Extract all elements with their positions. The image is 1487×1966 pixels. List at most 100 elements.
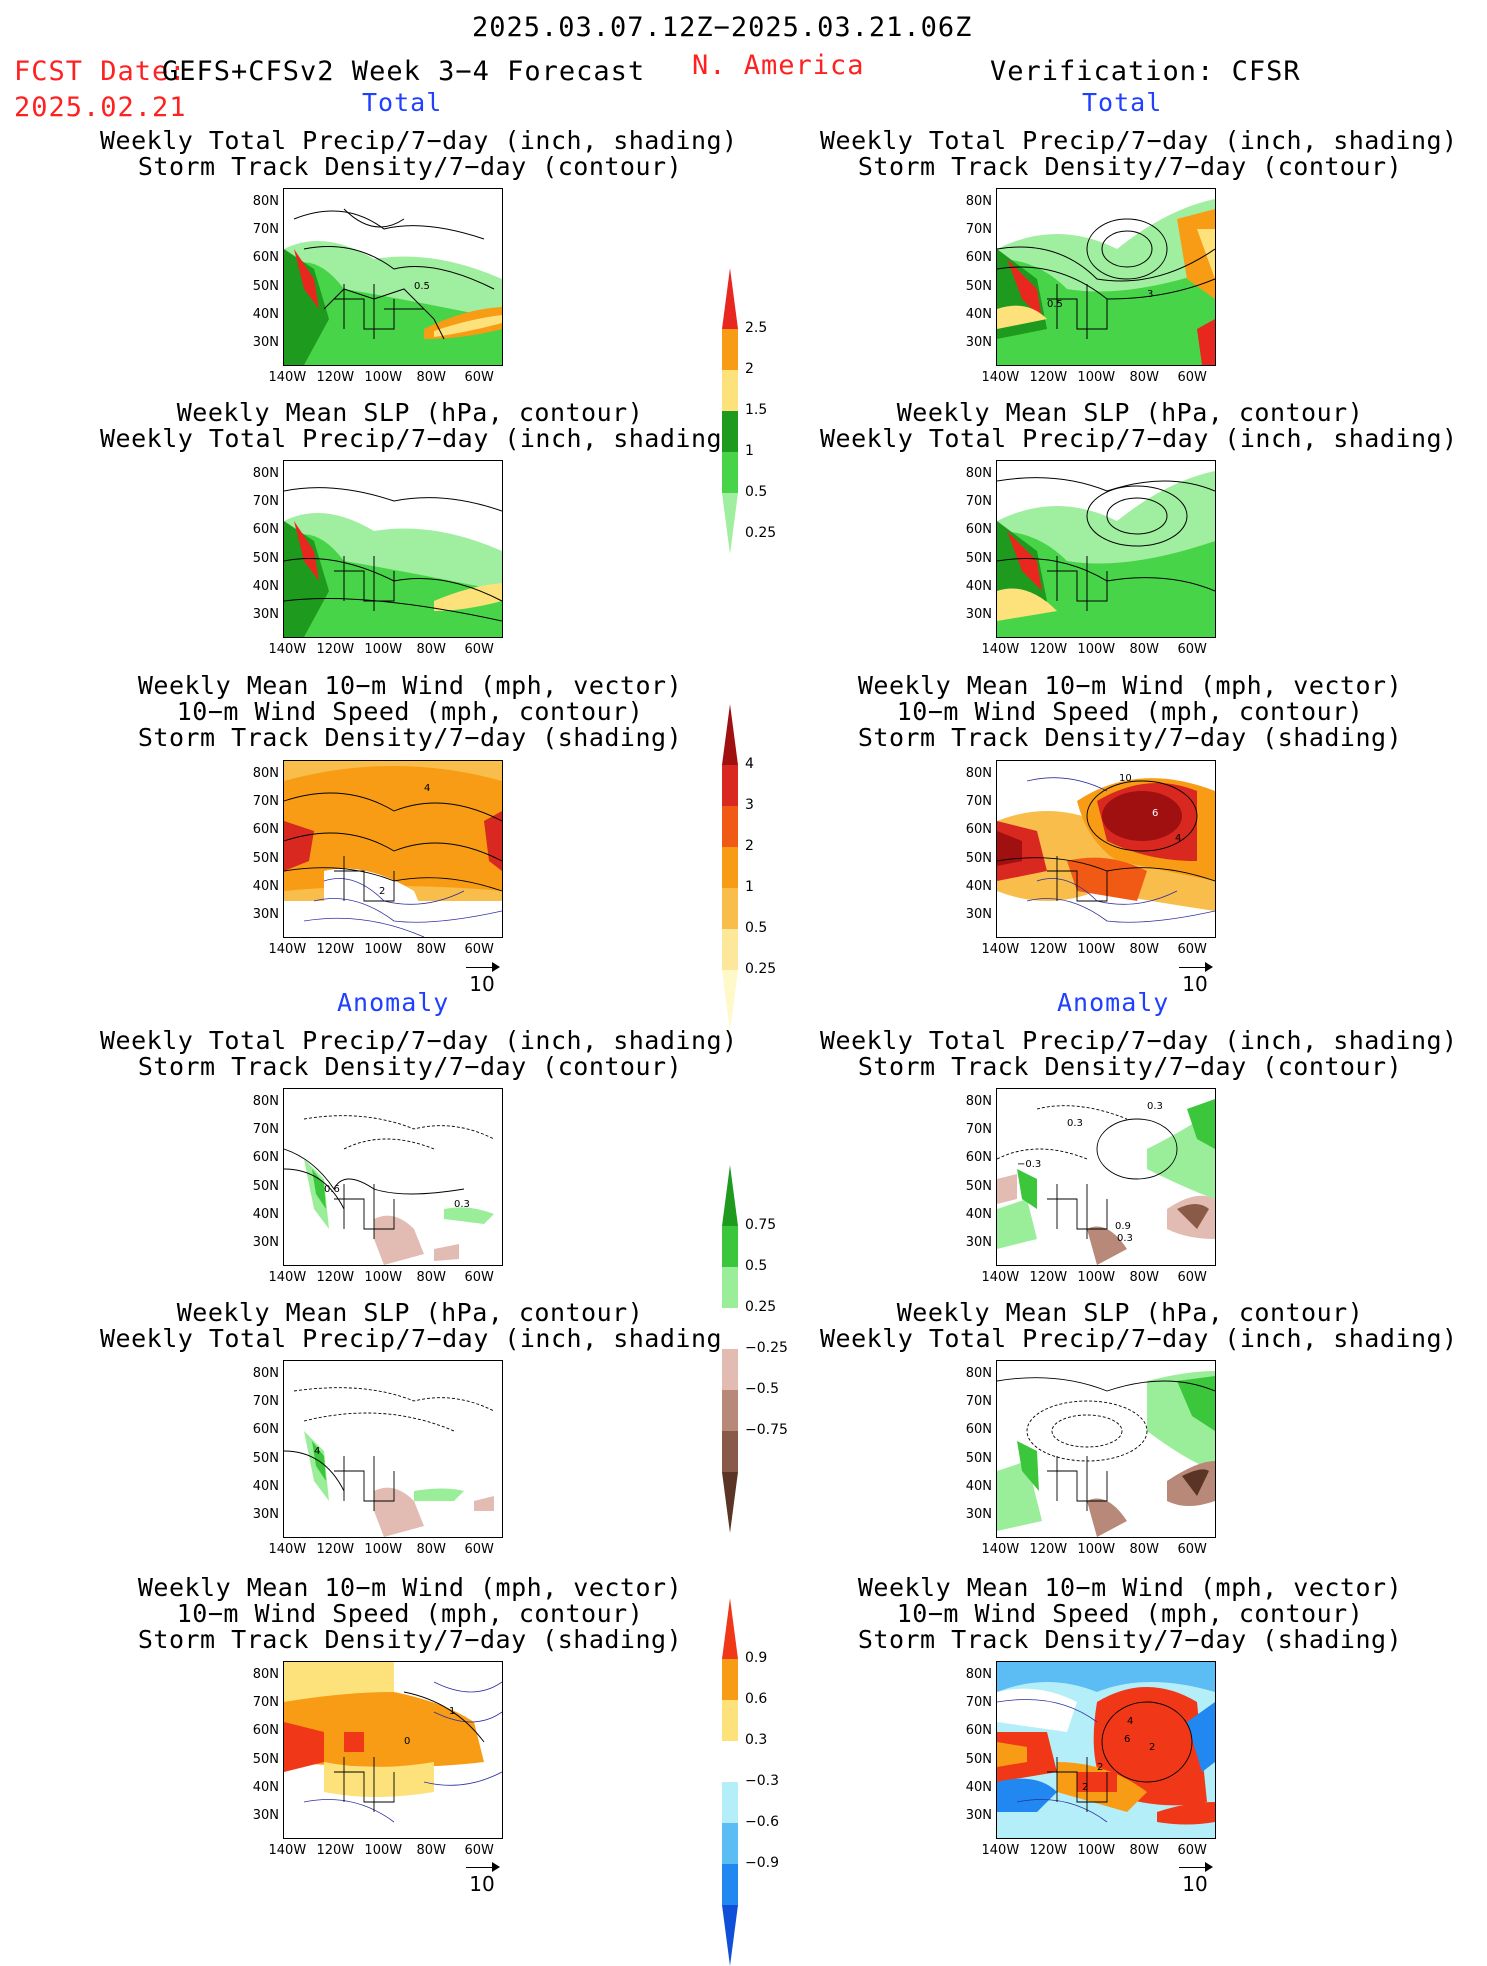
y-axis-tick-label: 80N bbox=[965, 194, 992, 210]
y-axis-tick-label: 70N bbox=[252, 1394, 279, 1410]
y-axis-tick-label: 30N bbox=[965, 906, 992, 922]
panel-title-line: Storm Track Density/7−day (shading) bbox=[137, 1625, 683, 1654]
colorbar-segment bbox=[722, 1226, 738, 1267]
colorbar-graphic bbox=[722, 1165, 738, 1533]
x-axis-tick-label: 100W bbox=[364, 1843, 403, 1858]
x-axis-tick-label: 60W bbox=[464, 1542, 494, 1557]
map-contour-label: 3 bbox=[1147, 289, 1153, 300]
x-axis-tick-label: 80W bbox=[416, 642, 446, 657]
map-verification-anomaly-precip-storm: 0.3 −0.3 0.3 0.9 0.3 bbox=[996, 1088, 1216, 1266]
x-axis-tick-label: 140W bbox=[981, 642, 1020, 657]
map-contour-label: 4 bbox=[424, 783, 430, 794]
x-axis-tick-label: 60W bbox=[1177, 1270, 1207, 1285]
colorbar-segment bbox=[722, 1700, 738, 1741]
panel-title-line: Weekly Total Precip/7−day (inch, shading… bbox=[100, 1324, 738, 1353]
panel-title-line: Weekly Mean 10−m Wind (mph, vector) bbox=[137, 1573, 683, 1602]
y-axis-tick-label: 80N bbox=[965, 766, 992, 782]
colorbar-segment bbox=[722, 888, 738, 929]
arrow-right-icon bbox=[1175, 1862, 1215, 1872]
x-axis-tick-label: 80W bbox=[416, 1542, 446, 1557]
panel-title-line: Weekly Mean SLP (hPa, contour) bbox=[896, 1298, 1364, 1327]
y-axis-tick-label: 70N bbox=[252, 222, 279, 238]
panel-title-line: 10−m Wind Speed (mph, contour) bbox=[896, 697, 1364, 726]
colorbar-label: 1 bbox=[745, 879, 754, 895]
x-axis-tick-label: 120W bbox=[316, 1542, 355, 1557]
map-verification-total-wind: 10 6 4 bbox=[996, 760, 1216, 938]
x-axis-tick-label: 120W bbox=[1029, 370, 1068, 385]
x-axis-tick-label: 100W bbox=[364, 1270, 403, 1285]
colorbar-segment bbox=[722, 1472, 738, 1533]
panel-title-line: Storm Track Density/7−day (contour) bbox=[857, 1052, 1403, 1081]
map-contour-label: 2 bbox=[379, 886, 385, 897]
colorbar-segment bbox=[722, 1308, 738, 1349]
panel-title: Weekly Total Precip/7−day (inch, shading… bbox=[100, 128, 737, 180]
y-axis-tick-label: 70N bbox=[965, 494, 992, 510]
section-anomaly-left: Anomaly bbox=[337, 988, 450, 1017]
vector-reference-label: 10 bbox=[1182, 1872, 1208, 1896]
colorbar-label: −0.6 bbox=[745, 1814, 779, 1830]
x-axis-tick-label: 120W bbox=[316, 1270, 355, 1285]
colorbar-label: 0.25 bbox=[745, 961, 777, 977]
x-axis-tick-label: 80W bbox=[1129, 1542, 1159, 1557]
y-axis-tick-label: 40N bbox=[965, 1478, 992, 1494]
map-contour-label: 6 bbox=[1124, 1734, 1130, 1745]
map-contour-label: 0 bbox=[404, 1736, 410, 1747]
panel-title: Weekly Mean SLP (hPa, contour) Weekly To… bbox=[100, 400, 737, 452]
colorbar-segment bbox=[722, 806, 738, 847]
map-contour-label: 0.3 bbox=[1117, 1233, 1133, 1244]
panel-title-line: Storm Track Density/7−day (contour) bbox=[137, 1052, 683, 1081]
map-contour-label: 10 bbox=[1119, 773, 1132, 784]
x-axis-tick-label: 80W bbox=[416, 1843, 446, 1858]
colorbar-segment bbox=[722, 1431, 738, 1472]
y-axis-tick-label: 30N bbox=[252, 906, 279, 922]
map-contour-label: 4 bbox=[1127, 1716, 1133, 1727]
x-axis-tick-label: 60W bbox=[464, 942, 494, 957]
map-contour-label: 4 bbox=[314, 1446, 320, 1457]
colorbar-segment bbox=[722, 411, 738, 452]
colorbar-graphic bbox=[722, 1598, 738, 1966]
colorbar-segment bbox=[722, 370, 738, 411]
y-axis-tick-label: 40N bbox=[252, 1779, 279, 1795]
colorbar-label: 2.5 bbox=[745, 320, 768, 336]
map-contour-label: −0.3 bbox=[1017, 1159, 1041, 1170]
colorbar-segment bbox=[722, 1165, 738, 1226]
y-axis-tick-label: 30N bbox=[252, 1807, 279, 1823]
y-axis-tick-label: 60N bbox=[252, 822, 279, 838]
y-axis-tick-label: 70N bbox=[252, 494, 279, 510]
panel-title-line: 10−m Wind Speed (mph, contour) bbox=[176, 697, 644, 726]
x-axis-tick-label: 140W bbox=[268, 1843, 307, 1858]
colorbar-label: −0.9 bbox=[745, 1855, 779, 1871]
map-contour-label: 0.6 bbox=[324, 1184, 340, 1195]
colorbar-segment bbox=[722, 929, 738, 970]
y-axis-tick-label: 40N bbox=[965, 306, 992, 322]
vector-reference: 10 bbox=[1175, 962, 1215, 996]
section-total-right: Total bbox=[1082, 88, 1163, 117]
colorbar-label: −0.3 bbox=[745, 1773, 779, 1789]
x-axis-tick-label: 100W bbox=[1077, 1843, 1116, 1858]
vector-reference: 10 bbox=[1175, 1862, 1215, 1896]
vector-reference-label: 10 bbox=[469, 972, 495, 996]
map-verification-anomaly-slp-precip bbox=[996, 1360, 1216, 1538]
y-axis-tick-label: 80N bbox=[252, 766, 279, 782]
panel-title-line: Weekly Total Precip/7−day (inch, shading… bbox=[820, 126, 1458, 155]
y-axis-tick-label: 30N bbox=[252, 1506, 279, 1522]
x-axis-tick-label: 60W bbox=[464, 1843, 494, 1858]
y-axis-tick-label: 50N bbox=[965, 278, 992, 294]
x-axis-tick-label: 120W bbox=[1029, 1843, 1068, 1858]
colorbar-segment bbox=[722, 268, 738, 329]
x-axis-tick-label: 80W bbox=[1129, 642, 1159, 657]
y-axis-tick-label: 40N bbox=[965, 1206, 992, 1222]
y-axis-tick-label: 30N bbox=[965, 1807, 992, 1823]
colorbar-label: −0.5 bbox=[745, 1381, 779, 1397]
y-axis-tick-label: 40N bbox=[965, 578, 992, 594]
y-axis-tick-label: 60N bbox=[965, 1150, 992, 1166]
section-anomaly-right: Anomaly bbox=[1057, 988, 1170, 1017]
y-axis-tick-label: 40N bbox=[965, 878, 992, 894]
map-forecast-anomaly-precip-storm: 0.6 0.3 bbox=[283, 1088, 503, 1266]
panel-title: Weekly Mean SLP (hPa, contour) Weekly To… bbox=[820, 400, 1457, 452]
y-axis-tick-label: 50N bbox=[252, 1751, 279, 1767]
colorbar-segment bbox=[722, 1659, 738, 1700]
x-axis-tick-label: 100W bbox=[1077, 1542, 1116, 1557]
colorbar-segment bbox=[722, 765, 738, 806]
colorbar-segment bbox=[722, 452, 738, 493]
